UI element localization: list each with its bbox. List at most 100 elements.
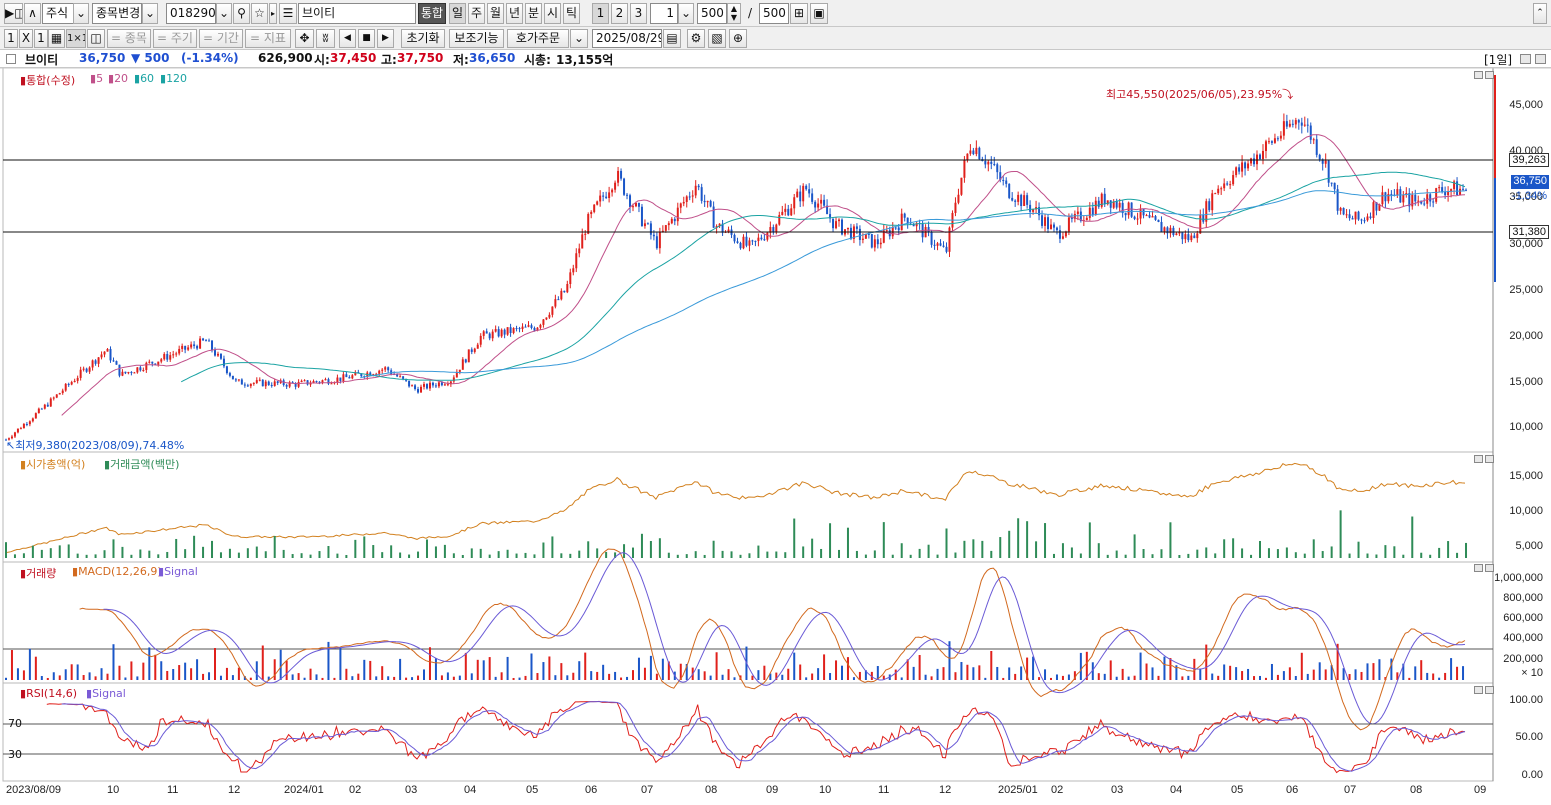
p1-minimize-icon[interactable] [1474,71,1483,79]
layout-1-button[interactable]: 1 [4,29,18,48]
candle-body [425,384,428,389]
period-minute-button[interactable]: 분 [525,3,542,24]
volume-bar [1438,677,1441,680]
field-period-button[interactable]: = 주기 [153,29,197,48]
p2-minimize-icon[interactable] [1474,455,1483,463]
reset-button[interactable]: 초기화 [401,29,445,48]
volume-bar [363,659,366,680]
candle-body [1369,216,1372,219]
volume-bar [1115,676,1118,680]
candle-body [1061,236,1064,239]
favorite-star-icon[interactable]: ☆ [251,3,268,24]
candle-body [369,372,372,376]
p3-close-icon[interactable] [1485,564,1494,572]
unit-dropdown-icon[interactable]: ⌄ [678,3,694,24]
amount-bar [103,550,106,558]
info-mcap: 13,155억 [556,53,614,67]
add-window-icon[interactable]: ⊞ [790,3,808,24]
candle-body [661,230,664,232]
count-slash: / [748,6,753,20]
field-range-button[interactable]: = 기간 [199,29,243,48]
candle-body [25,423,28,425]
settings-gear-icon[interactable]: ⚙ [687,29,705,48]
save-icon[interactable]: ▣ [810,3,828,24]
layout-toggle-button[interactable]: ▶◫ [4,3,23,24]
period-year-button[interactable]: 년 [506,3,523,24]
candle-body [1058,230,1061,239]
info-stock-name: 브이티 [25,53,59,67]
collapse-icon[interactable]: ⌃ [1533,3,1547,24]
collapse-up-button[interactable]: ∧ [24,3,41,24]
stock-code-input[interactable]: 018290 [166,3,216,24]
amount-bar [945,528,948,558]
p1-close-icon[interactable] [1485,71,1494,79]
integrated-button[interactable]: 통합 [418,3,446,24]
list-icon[interactable]: ☰ [279,3,297,24]
layout-1b-button[interactable]: 1 [34,29,48,48]
layout-x-button[interactable]: X [19,29,33,48]
period-day-button[interactable]: 일 [449,3,466,24]
candle-body [1342,208,1345,215]
candle-body [449,381,452,385]
candle-body [473,348,476,352]
volume-bar [620,677,623,680]
p4-close-icon[interactable] [1485,686,1494,694]
volume-bar [643,667,646,680]
prev-icon[interactable]: ◀ [339,29,356,48]
candle-body [61,390,64,394]
search-icon[interactable]: ⚲ [233,3,250,24]
order-dropdown-icon[interactable]: ⌄ [570,29,588,48]
code-change-dropdown-icon[interactable]: ⌄ [142,3,158,24]
minimize-icon[interactable] [1520,54,1531,64]
arrow-right-icon[interactable]: ▸ [269,3,277,24]
p2-tick-10000: 10,000 [1509,505,1543,517]
candle-body [778,214,781,225]
amount-bar [891,554,894,558]
aux-function-button[interactable]: 보조기능 [449,29,504,48]
p3-minimize-icon[interactable] [1474,564,1483,572]
num-2-button[interactable]: 2 [611,3,628,24]
move-icon[interactable]: ✥ [295,29,314,48]
market-dropdown-icon[interactable]: ⌄ [73,3,89,24]
zoom-icon[interactable]: ⊕ [729,29,747,48]
volume-bar [1444,672,1447,680]
period-hour-button[interactable]: 시 [544,3,561,24]
candle-body [145,362,148,370]
volume-bar [841,665,843,680]
next-icon[interactable]: ▶ [377,29,394,48]
candle-body [1029,204,1032,212]
count-stepper-icon[interactable]: ▲ ▼ [727,3,741,24]
single-view-icon[interactable]: 1×1 [66,29,86,48]
count-input[interactable]: 500 [697,3,727,24]
period-week-button[interactable]: 주 [468,3,485,24]
calendar-icon[interactable]: ▤ [663,29,681,48]
code-change-select[interactable]: 종목변경 [92,3,142,24]
p4-minimize-icon[interactable] [1474,686,1483,694]
period-month-button[interactable]: 월 [487,3,504,24]
p2-close-icon[interactable] [1485,455,1494,463]
volume-bar [303,677,306,680]
field-stock-button[interactable]: = 종목 [107,29,151,48]
candle-body [5,439,7,441]
field-indicator-button[interactable]: = 지표 [245,29,291,48]
p1-tick-45000: 45,000 [1509,99,1543,111]
select-checkbox[interactable] [6,54,16,64]
stop-icon[interactable]: ■ [358,29,375,48]
date-input[interactable]: 2025/08/29 [592,29,662,48]
total-count-input[interactable]: 500 [759,3,789,24]
split-view-icon[interactable]: ◫ [87,29,105,48]
candle-body [1067,217,1070,232]
order-button[interactable]: 호가주문 [507,29,569,48]
chart-settings-icon[interactable]: ▧ [708,29,726,48]
num-3-button[interactable]: 3 [630,3,647,24]
code-dropdown-icon[interactable]: ⌄ [216,3,232,24]
period-tick-button[interactable]: 틱 [563,3,580,24]
grid-icon[interactable]: ▦ [48,29,65,48]
unit-input[interactable]: 1 [650,3,678,24]
num-1-button[interactable]: 1 [592,3,609,24]
candle-body [966,153,969,161]
amount-bar [452,553,455,558]
close-icon[interactable] [1535,54,1546,64]
wave-icon[interactable]: ʬ [316,29,335,48]
